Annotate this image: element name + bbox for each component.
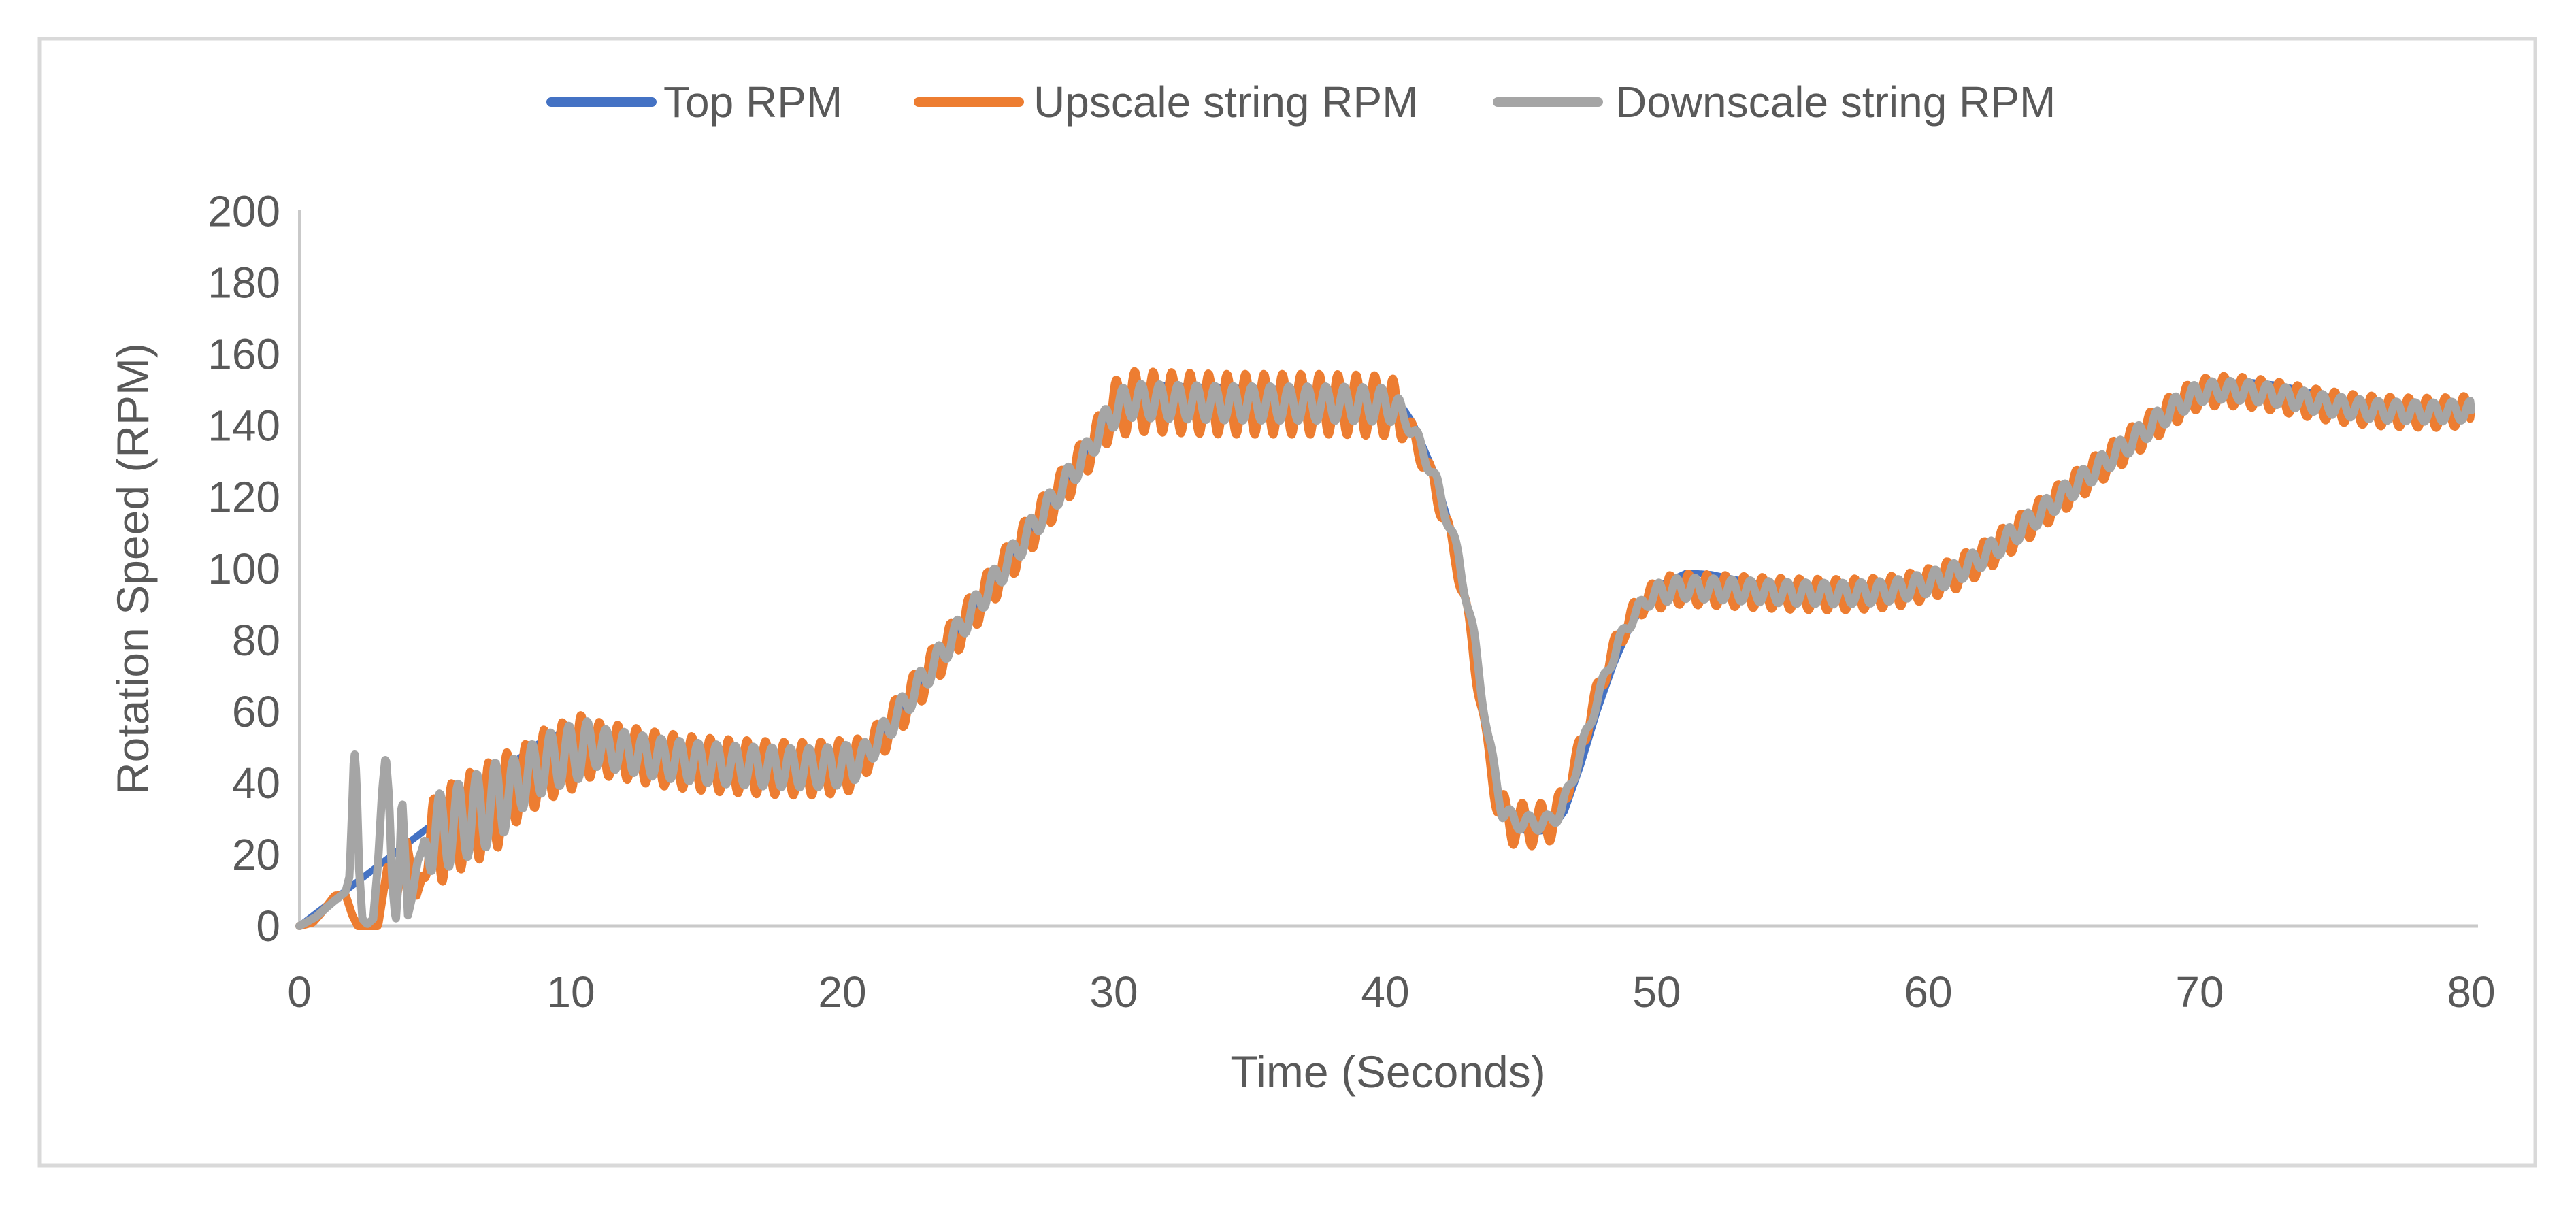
x-tick-label: 30 — [1089, 968, 1138, 1017]
y-axis-title: Rotation Speed (RPM) — [108, 343, 158, 795]
y-tick-label: 60 — [232, 687, 280, 736]
chart-legend: Top RPM Upscale string RPM Downscale strin… — [546, 78, 2055, 127]
y-tick-label: 20 — [232, 830, 280, 879]
y-tick-label: 120 — [208, 473, 280, 522]
legend-swatch-3 — [1493, 97, 1603, 107]
legend-label-1: Top RPM — [663, 78, 842, 127]
x-tick-label: 20 — [818, 968, 866, 1017]
y-tick-label: 40 — [232, 759, 280, 808]
series-line-upscale-string-rpm — [295, 367, 2475, 930]
y-axis-tick-labels: 0 20 40 60 80 100 120 140 160 180 200 — [208, 187, 280, 951]
legend-label-2: Upscale string RPM — [1034, 78, 1419, 127]
legend-label-3: Downscale string RPM — [1615, 78, 2055, 127]
x-axis-tick-labels: 0 10 20 30 40 50 60 70 80 — [287, 968, 2495, 1017]
y-tick-label: 100 — [208, 544, 280, 593]
x-tick-label: 0 — [287, 968, 312, 1017]
y-tick-label: 140 — [208, 401, 280, 450]
series-line-downscale-string-rpm — [295, 376, 2475, 930]
legend-swatch-2 — [914, 97, 1024, 107]
y-tick-label: 160 — [208, 330, 280, 379]
x-tick-label: 70 — [2175, 968, 2224, 1017]
x-axis-title: Time (Seconds) — [1230, 1046, 1545, 1097]
y-tick-label: 0 — [256, 902, 280, 951]
y-tick-label: 80 — [232, 616, 280, 665]
series-lines — [295, 367, 2475, 930]
x-tick-label: 10 — [546, 968, 595, 1017]
x-tick-label: 80 — [2447, 968, 2495, 1017]
x-tick-label: 40 — [1361, 968, 1409, 1017]
x-tick-label: 50 — [1632, 968, 1681, 1017]
x-tick-label: 60 — [1904, 968, 1952, 1017]
y-tick-label: 180 — [208, 259, 280, 308]
y-tick-label: 200 — [208, 187, 280, 236]
chart-card-border — [37, 37, 2537, 1168]
legend-swatch-1 — [546, 97, 657, 107]
